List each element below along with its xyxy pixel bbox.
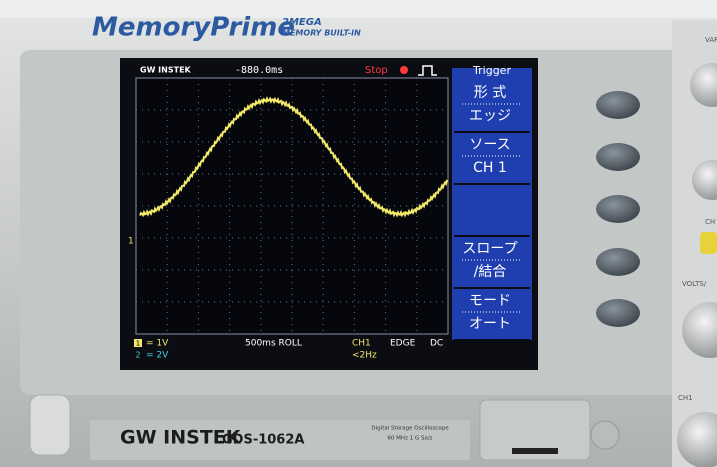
soft-key[interactable]	[596, 91, 640, 119]
panel-label: VOLTS/	[682, 280, 707, 288]
description: 60 MHz 1 G Sa/s	[387, 436, 432, 442]
ch1-number: 1	[136, 340, 140, 348]
brand-name: MemoryPrime	[92, 13, 295, 43]
ch2-number: 2	[135, 351, 140, 360]
menu-value: /結合	[474, 264, 507, 280]
ch2-scale: = 2V	[146, 351, 169, 361]
power-button[interactable]	[30, 395, 70, 455]
ch1-scale: = 1V	[146, 339, 169, 349]
port	[591, 421, 619, 449]
run-state: Stop	[365, 65, 388, 76]
coupling: DC	[430, 339, 443, 349]
menu-label: モード	[469, 293, 511, 309]
timebase: 500ms ROLL	[245, 339, 302, 349]
panel-label: VARI	[705, 36, 717, 44]
menu-label: スロープ	[462, 241, 517, 257]
panel-label: CH1	[678, 394, 693, 402]
brand-badge: 2MEGA	[282, 17, 322, 28]
soft-key[interactable]	[596, 195, 640, 223]
menu-label: ソース	[469, 137, 510, 153]
soft-key[interactable]	[596, 143, 640, 171]
screen-logo: GW INSTEK	[140, 66, 192, 75]
soft-key[interactable]	[596, 248, 640, 276]
description: Digital Storage Oscilloscope	[371, 426, 449, 432]
soft-key[interactable]	[596, 299, 640, 327]
channel-marker: 1	[128, 237, 134, 247]
trigger-source: CH1	[352, 339, 371, 349]
menu-title: Trigger	[472, 64, 511, 77]
oscilloscope: MemoryPrime 2MEGA MEMORY BUILT-IN GW INS…	[0, 0, 717, 467]
menu-label: 形 式	[474, 85, 506, 101]
usb-slot	[512, 448, 558, 454]
menu-value: オート	[469, 316, 511, 332]
page: MemoryPrime 2MEGA MEMORY BUILT-IN GW INS…	[0, 0, 717, 467]
stop-dot	[400, 66, 408, 74]
menu-value: エッジ	[469, 108, 511, 124]
trigger-mode: EDGE	[390, 339, 416, 349]
brand-badge: MEMORY BUILT-IN	[282, 29, 361, 38]
model: GDS-1062A	[222, 433, 304, 448]
trigger-position: -880.0ms	[235, 65, 283, 76]
frequency: <2Hz	[352, 351, 377, 361]
ch-button[interactable]	[700, 232, 717, 254]
menu-value: CH 1	[473, 160, 507, 176]
panel-label: CH	[705, 218, 715, 226]
